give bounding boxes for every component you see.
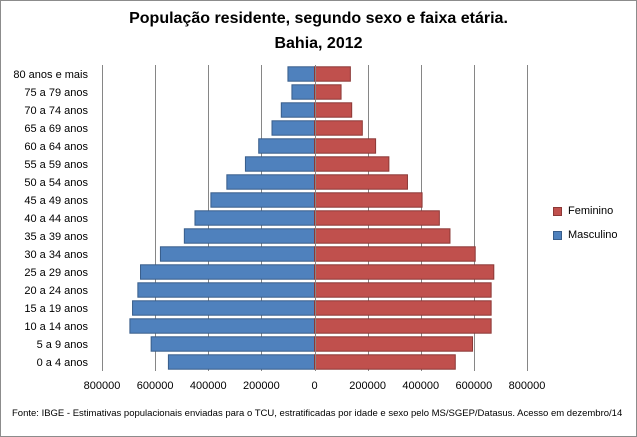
x-tick-label-0: 800000: [84, 380, 121, 392]
x-tick-label-8: 800000: [509, 380, 546, 392]
category-label-13: 65 a 69 anos: [24, 123, 88, 135]
category-label-3: 15 a 19 anos: [24, 303, 88, 315]
bar-masculino-8: [194, 210, 315, 226]
bar-masculino-16: [287, 66, 315, 82]
bar-feminino-1: [314, 336, 474, 352]
legend-label-feminino: Feminino: [568, 205, 614, 217]
legend-item-feminino: Feminino: [553, 199, 618, 223]
bar-masculino-1: [150, 336, 315, 352]
bar-feminino-13: [314, 120, 363, 136]
bar-masculino-14: [280, 102, 315, 118]
category-label-0: 0 a 4 anos: [37, 357, 89, 369]
bar-feminino-14: [314, 102, 353, 118]
bar-feminino-16: [314, 66, 351, 82]
bar-masculino-2: [129, 318, 315, 334]
source-note: Fonte: IBGE - Estimativas populacionais …: [12, 408, 623, 419]
chart-subtitle: Bahia, 2012: [274, 35, 363, 52]
bar-masculino-9: [210, 192, 315, 208]
bar-feminino-6: [314, 246, 476, 262]
legend-swatch-feminino: [553, 206, 562, 216]
legend-label-masculino: Masculino: [568, 229, 618, 241]
legend-swatch-masculino: [553, 230, 562, 240]
bar-masculino-3: [132, 300, 315, 316]
category-label-15: 75 a 79 anos: [24, 87, 88, 99]
bar-masculino-13: [271, 120, 315, 136]
category-label-1: 5 a 9 anos: [37, 339, 89, 351]
category-label-7: 35 a 39 anos: [24, 231, 88, 243]
bar-masculino-4: [137, 282, 315, 298]
category-label-14: 70 a 74 anos: [24, 105, 88, 117]
x-tick-label-4: 0: [311, 380, 317, 392]
bar-feminino-12: [314, 138, 377, 154]
bar-feminino-10: [314, 174, 408, 190]
x-tick-label-5: 200000: [349, 380, 386, 392]
bar-feminino-11: [314, 156, 390, 172]
legend: Feminino Masculino: [553, 199, 618, 247]
category-label-11: 55 a 59 anos: [24, 159, 88, 171]
category-label-6: 30 a 34 anos: [24, 249, 88, 261]
bar-masculino-6: [159, 246, 315, 262]
bar-masculino-5: [140, 264, 315, 280]
bar-feminino-7: [314, 228, 451, 244]
bar-masculino-10: [226, 174, 315, 190]
bar-feminino-5: [314, 264, 495, 280]
category-label-8: 40 a 44 anos: [24, 213, 88, 225]
bar-masculino-12: [258, 138, 315, 154]
x-tick-label-7: 600000: [456, 380, 493, 392]
bar-feminino-4: [314, 282, 492, 298]
category-label-5: 25 a 29 anos: [24, 267, 88, 279]
category-label-9: 45 a 49 anos: [24, 195, 88, 207]
category-label-16: 80 anos e mais: [13, 69, 88, 81]
bar-masculino-0: [167, 354, 315, 370]
bar-masculino-7: [183, 228, 315, 244]
category-label-4: 20 a 24 anos: [24, 285, 88, 297]
category-label-12: 60 a 64 anos: [24, 141, 88, 153]
legend-item-masculino: Masculino: [553, 223, 618, 247]
bar-feminino-9: [314, 192, 423, 208]
bar-feminino-8: [314, 210, 440, 226]
x-tick-label-6: 400000: [402, 380, 439, 392]
bar-feminino-2: [314, 318, 492, 334]
bar-feminino-15: [314, 84, 342, 100]
x-tick-label-2: 400000: [190, 380, 227, 392]
bar-masculino-15: [291, 84, 315, 100]
x-tick-label-3: 200000: [243, 380, 280, 392]
chart-title: População residente, segundo sexo e faix…: [129, 10, 508, 27]
bar-masculino-11: [244, 156, 315, 172]
category-label-2: 10 a 14 anos: [24, 321, 88, 333]
bar-feminino-3: [314, 300, 492, 316]
x-tick-label-1: 600000: [137, 380, 174, 392]
bar-feminino-0: [314, 354, 456, 370]
category-label-10: 50 a 54 anos: [24, 177, 88, 189]
